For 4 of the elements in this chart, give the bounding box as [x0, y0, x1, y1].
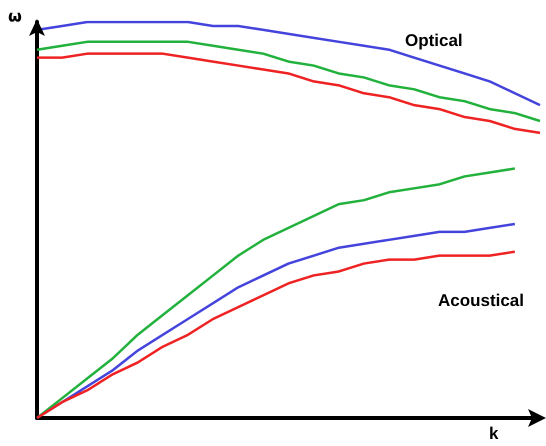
annotation: Optical: [405, 31, 463, 50]
annotation: Acoustical: [438, 291, 524, 310]
x-axis-title: k: [489, 424, 499, 443]
y-axis-title: ω: [8, 6, 22, 26]
